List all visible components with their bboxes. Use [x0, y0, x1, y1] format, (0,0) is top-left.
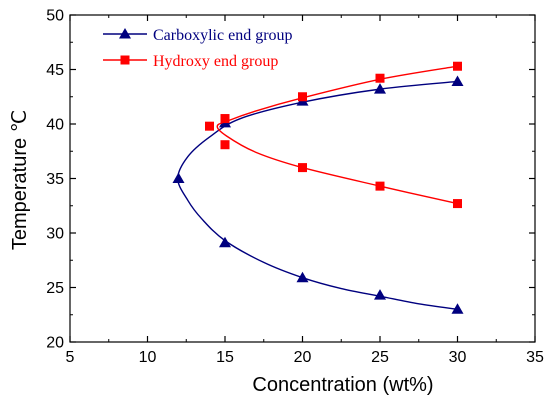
carboxylic-point: [451, 303, 464, 314]
hydroxy-fit-line: [216, 65, 458, 205]
legend-marker-carboxylic: [119, 28, 131, 39]
y-tick-label: 20: [46, 335, 64, 352]
legend-marker-hydroxy: [120, 55, 130, 65]
carboxylic-point: [374, 289, 386, 300]
plot-frame: [69, 14, 536, 343]
carboxylic-point: [296, 271, 309, 283]
plot-area: 5 10 15 20 25 30 35 20 25 30 35 40 45 50: [46, 8, 544, 367]
hydroxy-point: [453, 61, 462, 71]
carboxylic-fit-line: [177, 80, 458, 310]
hydroxy-point: [375, 181, 385, 191]
legend-label-carboxylic: Carboxylic end group: [153, 27, 293, 44]
x-tick-label: 15: [216, 349, 234, 366]
x-tick-label: 30: [449, 349, 467, 366]
carboxylic-point: [172, 172, 185, 183]
carboxylic-point: [374, 83, 386, 94]
y-tick-label: 30: [46, 226, 64, 243]
x-tick-label: 25: [371, 349, 389, 366]
x-tick-label: 10: [139, 349, 157, 366]
hydroxy-point: [375, 73, 385, 83]
x-tick-label: 20: [294, 349, 312, 366]
hydroxy-point: [298, 163, 307, 173]
x-tick-label: 5: [66, 349, 75, 366]
y-tick-label: 35: [46, 171, 64, 188]
x-axis-title: Concentration (wt%): [252, 374, 433, 396]
hydroxy-point: [205, 121, 214, 131]
y-tick-label: 40: [46, 117, 64, 134]
x-tick-label: 35: [526, 349, 544, 366]
legend: Carboxylic end group Hydroxy end group: [103, 27, 293, 70]
legend-label-hydroxy: Hydroxy end group: [153, 53, 278, 70]
hydroxy-point: [220, 114, 230, 124]
hydroxy-point: [220, 140, 230, 150]
y-tick-label: 25: [46, 280, 64, 297]
y-tick-label: 50: [46, 8, 64, 25]
carboxylic-point: [451, 75, 464, 86]
hydroxy-point: [298, 92, 307, 102]
hydroxy-point: [453, 199, 462, 209]
y-axis-title: Temperature ℃: [9, 110, 31, 250]
carboxylic-point: [219, 236, 231, 248]
y-tick-label: 45: [46, 62, 64, 79]
